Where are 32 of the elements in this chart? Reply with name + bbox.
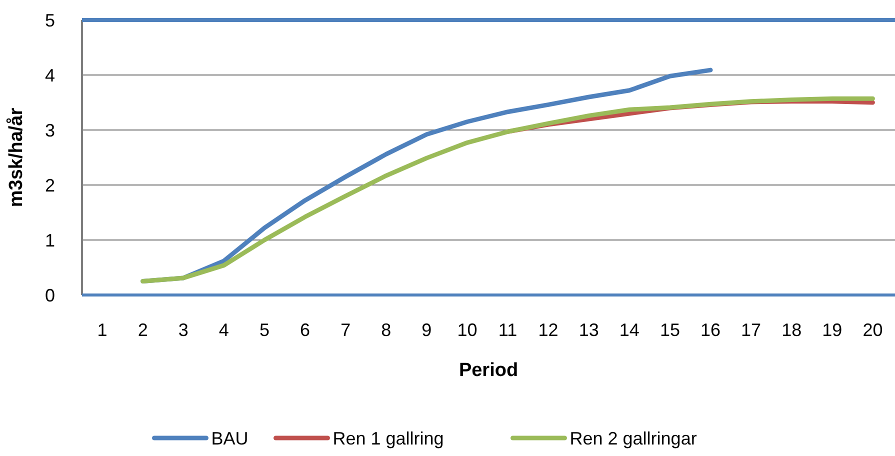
x-tick-label: 12 (538, 320, 558, 340)
x-tick-label: 15 (660, 320, 680, 340)
x-tick-label: 20 (862, 320, 883, 340)
x-tick-label: 9 (422, 320, 432, 340)
x-tick-label: 3 (178, 320, 188, 340)
x-tick-label: 14 (619, 320, 640, 340)
x-tick-label: 2 (138, 320, 148, 340)
x-tick-label: 19 (822, 320, 842, 340)
x-tick-label: 17 (741, 320, 762, 340)
y-axis-title: m3sk/ha/år (6, 107, 27, 208)
x-tick-label: 1 (97, 320, 108, 340)
legend-label: Ren 2 gallringar (570, 428, 697, 448)
line-series (140, 96, 875, 284)
legend-label: BAU (211, 428, 248, 448)
x-axis-title: Period (458, 360, 518, 381)
x-tick-label: 7 (340, 320, 351, 340)
x-tick-label: 16 (700, 320, 721, 340)
x-tick-label: 4 (218, 320, 229, 340)
x-tick-label: 10 (457, 320, 478, 340)
x-tick-label: 8 (381, 320, 392, 340)
y-tick-label: 1 (44, 230, 55, 250)
y-tick-label: 5 (44, 10, 55, 30)
x-tick-label: 5 (259, 320, 270, 340)
y-tick-label: 0 (44, 285, 55, 306)
x-tick-label: 11 (498, 320, 518, 340)
y-tick-label: 4 (44, 65, 55, 86)
y-tick-label: 2 (44, 175, 55, 196)
x-tick-label: 18 (782, 320, 802, 340)
x-tick-label: 6 (300, 320, 310, 340)
legend-label: Ren 1 gallring (332, 428, 444, 448)
y-tick-label: 3 (44, 120, 55, 140)
x-tick-label: 13 (578, 320, 599, 340)
